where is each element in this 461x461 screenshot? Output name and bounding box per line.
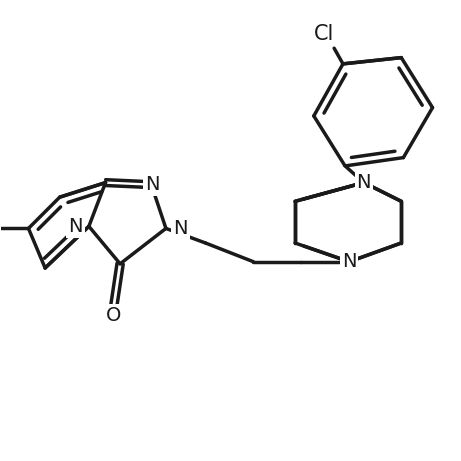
Text: Cl: Cl xyxy=(314,24,334,44)
Text: N: N xyxy=(68,217,83,236)
Text: N: N xyxy=(173,219,188,238)
Text: O: O xyxy=(106,307,122,325)
Text: N: N xyxy=(145,175,160,194)
Text: N: N xyxy=(342,252,356,271)
Text: N: N xyxy=(356,173,371,192)
